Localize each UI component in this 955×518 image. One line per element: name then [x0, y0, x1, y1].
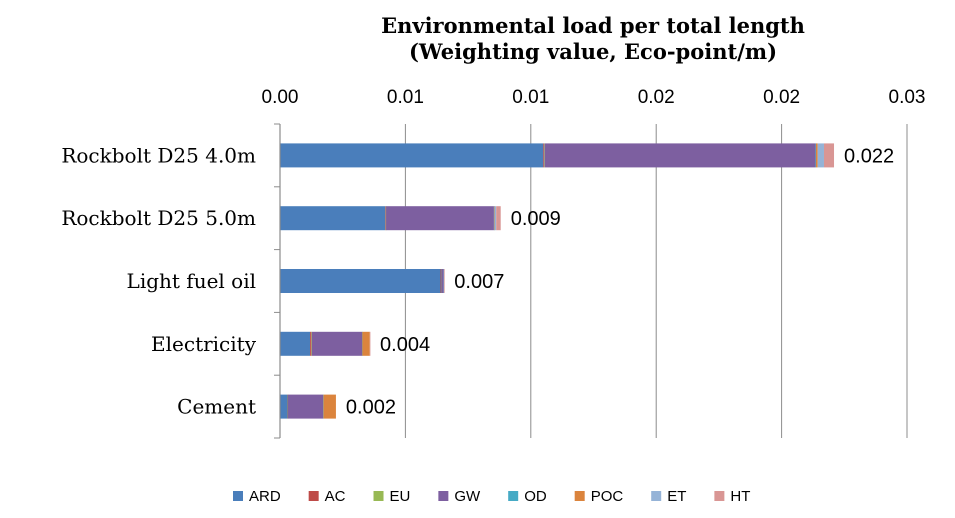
bar-segment-eu [311, 331, 312, 356]
bar-segment-gw [288, 394, 324, 419]
y-axis [274, 123, 281, 439]
legend-swatch-gw [438, 491, 449, 501]
bar-segment-ht [496, 206, 501, 231]
bar-segment-ac [310, 331, 312, 356]
legend-swatch-ht [714, 491, 725, 501]
bar-segment-poc [362, 331, 370, 356]
bar-segment-gw [311, 331, 363, 356]
bars [280, 143, 835, 419]
x-tick-label: 0.02 [638, 87, 675, 108]
legend-label: POC [591, 488, 624, 505]
bar-segment-poc [494, 206, 495, 231]
bar-segment-gw [544, 143, 816, 168]
x-tick-label: 0.00 [262, 87, 299, 108]
gridlines [404, 124, 908, 438]
data-labels: 0.022 0.009 0.007 0.004 0.002 [346, 145, 894, 418]
bar-segment-et [817, 143, 824, 168]
bar-segment-ard [280, 143, 544, 168]
legend-label: OD [524, 488, 547, 505]
legend-swatch-od [508, 491, 519, 501]
data-label: 0.002 [346, 397, 396, 419]
bar-segment-ac [440, 269, 442, 293]
data-label: 0.007 [454, 271, 504, 293]
x-axis-tick-labels: 0.00 0.01 0.01 0.02 0.02 0.03 [262, 87, 926, 108]
chart-title-line: Environmental load per total length [381, 13, 805, 38]
bar-segment-gw [386, 206, 494, 231]
bar-segment-ard [280, 394, 288, 419]
bar-segment-ht [444, 269, 445, 293]
bar-segment-et [494, 206, 497, 231]
category-label: Electricity [151, 332, 257, 356]
x-tick-label: 0.01 [512, 87, 549, 108]
bar-segment-ard [280, 331, 311, 356]
data-label: 0.004 [380, 334, 430, 356]
bar-segment-od [815, 143, 817, 168]
chart-title: Environmental load per total length(Weig… [381, 13, 805, 64]
legend-label: AC [325, 488, 346, 505]
legend-label: ARD [249, 488, 281, 505]
bar-segment-ht [369, 331, 371, 356]
legend-swatch-eu [373, 491, 384, 501]
category-label: Rockbolt D25 4.0m [61, 143, 256, 167]
legend-swatch-ard [233, 491, 243, 501]
category-label: Rockbolt D25 5.0m [61, 206, 256, 230]
bar-segment-eu [544, 143, 545, 168]
bar-segment-ac [385, 206, 386, 231]
legend-label: ET [667, 488, 686, 505]
category-label: Cement [177, 395, 256, 419]
data-label: 0.009 [511, 208, 561, 230]
x-tick-label: 0.02 [763, 87, 800, 108]
legend-swatch-et [651, 491, 662, 501]
category-label: Light fuel oil [127, 269, 256, 293]
bar-segment-ard [280, 206, 386, 231]
bar-segment-poc [815, 143, 818, 168]
bar-segment-poc [323, 394, 336, 419]
legend: ARD AC EU GW OD POC ET HT [233, 488, 750, 505]
legend-swatch-poc [574, 491, 585, 501]
bar-segment-ard [280, 269, 441, 293]
bar-segment-ht [823, 143, 835, 168]
x-tick-label: 0.01 [387, 87, 424, 108]
data-label: 0.022 [844, 145, 894, 167]
bar-segment-gw [441, 269, 444, 293]
bar-segment-ac [543, 143, 545, 168]
legend-label: GW [454, 488, 481, 505]
legend-label: EU [390, 488, 411, 505]
legend-label: HT [730, 488, 750, 505]
chart-title-line: (Weighting value, Eco-point/m) [409, 39, 777, 64]
category-labels: Rockbolt D25 4.0m Rockbolt D25 5.0m Light … [61, 143, 256, 418]
x-tick-label: 0.03 [889, 87, 926, 108]
legend-swatch-ac [308, 491, 319, 501]
